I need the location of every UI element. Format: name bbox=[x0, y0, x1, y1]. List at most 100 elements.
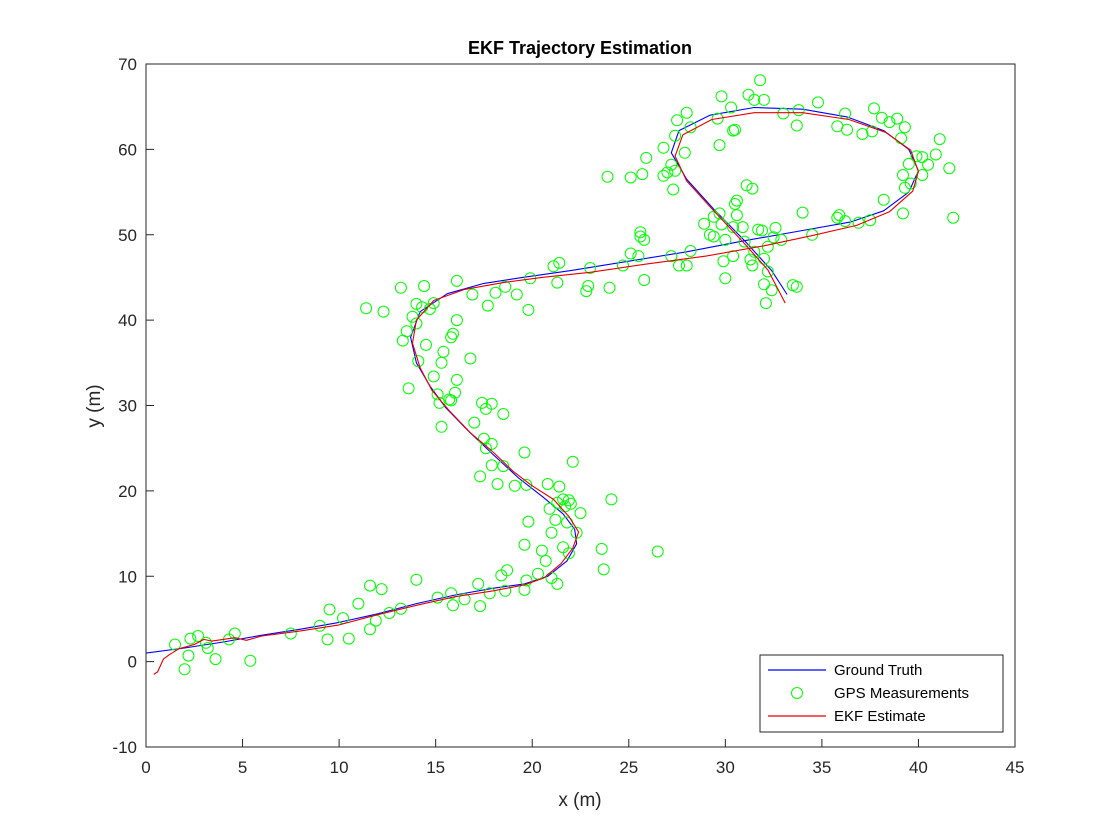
y-axis-label: y (m) bbox=[84, 384, 105, 427]
y-tick-label: 0 bbox=[128, 653, 137, 672]
gps-measurements-point bbox=[730, 209, 743, 222]
gps-measurements-point bbox=[481, 299, 494, 312]
gps-measurements-point bbox=[551, 276, 564, 289]
gps-measurements-point bbox=[877, 193, 890, 206]
gps-measurements-point bbox=[839, 215, 852, 228]
gps-measurements-point bbox=[209, 653, 222, 666]
gps-measurements-point bbox=[883, 116, 896, 129]
gps-measurements-point bbox=[445, 331, 458, 344]
gps-measurements-point bbox=[352, 597, 365, 610]
gps-measurements-point bbox=[584, 262, 597, 274]
gps-measurements-point bbox=[489, 286, 502, 299]
gps-measurements-point bbox=[897, 207, 909, 220]
gps-measurements-point bbox=[562, 494, 575, 507]
y-tick-label: 20 bbox=[118, 482, 137, 501]
y-tick-label: 40 bbox=[118, 311, 137, 330]
gps-measurements-point bbox=[868, 102, 880, 115]
gps-measurements-point bbox=[640, 151, 653, 164]
gps-measurements-point bbox=[445, 587, 458, 600]
x-tick-label: 10 bbox=[330, 758, 349, 777]
gps-measurements-point bbox=[661, 166, 674, 179]
gps-measurements-point bbox=[727, 221, 740, 234]
gps-measurements-point bbox=[580, 285, 593, 298]
gps-measurements-point bbox=[450, 373, 463, 386]
gps-measurements-point bbox=[449, 386, 461, 399]
gps-measurements-point bbox=[192, 630, 205, 642]
gps-measurements-point bbox=[796, 206, 809, 219]
gps-measurements-point bbox=[284, 627, 297, 640]
gps-measurements-point bbox=[634, 226, 647, 239]
gps-measurements-point bbox=[777, 107, 790, 120]
gps-measurements-point bbox=[738, 235, 751, 248]
gps-measurements-point bbox=[479, 402, 492, 415]
gps-measurements-point bbox=[499, 280, 512, 293]
gps-measurements-point bbox=[447, 327, 459, 340]
gps-measurements-point bbox=[437, 345, 450, 358]
x-tick-label: 30 bbox=[716, 758, 735, 777]
gps-measurements-point bbox=[759, 297, 772, 310]
gps-measurements-point bbox=[412, 355, 425, 368]
gps-measurements-point bbox=[549, 513, 562, 526]
gps-measurements-point bbox=[551, 577, 564, 590]
gps-measurements-point bbox=[420, 338, 432, 351]
gps-measurements-point bbox=[767, 231, 780, 244]
gps-measurements-point bbox=[491, 478, 504, 490]
gps-measurements-point bbox=[364, 579, 376, 592]
gps-measurements-point bbox=[427, 370, 440, 383]
gps-measurements-point bbox=[541, 478, 554, 490]
gps-measurements-point bbox=[400, 325, 413, 338]
gps-measurements-point bbox=[169, 638, 181, 651]
gps-measurements-point bbox=[790, 119, 803, 132]
gps-measurements-point bbox=[684, 245, 697, 257]
gps-measurements-point bbox=[727, 250, 740, 263]
x-tick-label: 0 bbox=[141, 758, 150, 777]
gps-measurements-point bbox=[501, 564, 514, 577]
gps-measurements-point bbox=[657, 169, 670, 182]
gps-measurements-point bbox=[719, 272, 732, 285]
gps-measurements-point bbox=[665, 250, 678, 263]
gps-measurements-point bbox=[201, 642, 214, 654]
legend-swatch-gps-measurements bbox=[791, 687, 803, 699]
gps-measurements-point bbox=[364, 623, 376, 636]
y-tick-label: 50 bbox=[118, 226, 137, 245]
gps-measurements-point bbox=[891, 112, 904, 125]
gps-measurements-point bbox=[597, 563, 610, 576]
gps-measurements-point bbox=[510, 288, 523, 301]
gps-measurements-point bbox=[342, 632, 355, 645]
gps-measurements-point bbox=[522, 303, 535, 316]
gps-measurements-point bbox=[450, 314, 463, 327]
gps-measurements-point bbox=[553, 256, 566, 269]
gps-measurements-point bbox=[499, 584, 512, 597]
gps-measurements-point bbox=[410, 573, 423, 586]
gps-measurements-point bbox=[520, 574, 533, 587]
gps-measurements-point bbox=[916, 151, 929, 164]
gps-measurements-point bbox=[711, 112, 724, 125]
x-tick-label: 25 bbox=[619, 758, 638, 777]
gps-measurements-point bbox=[199, 636, 212, 649]
y-tick-label: 60 bbox=[118, 140, 137, 159]
gps-measurements-point bbox=[707, 230, 720, 243]
gps-measurements-point bbox=[698, 217, 711, 230]
gps-measurements-point bbox=[418, 280, 431, 292]
x-tick-label: 40 bbox=[909, 758, 928, 777]
gps-measurements-point bbox=[564, 497, 577, 510]
gps-measurements-point bbox=[508, 479, 521, 492]
gps-measurements-point bbox=[684, 121, 697, 134]
gps-measurements-point bbox=[910, 150, 923, 163]
gps-measurements-point bbox=[518, 538, 531, 551]
gps-measurements-point bbox=[729, 123, 741, 136]
x-tick-label: 20 bbox=[523, 758, 542, 777]
gps-measurements-point bbox=[740, 179, 753, 192]
gps-measurements-point bbox=[680, 106, 693, 119]
gps-measurements-point bbox=[775, 233, 788, 246]
gps-measurements-point bbox=[866, 125, 879, 138]
gps-measurements-point bbox=[476, 396, 488, 409]
gps-measurements-point bbox=[431, 591, 444, 604]
gps-measurements-point bbox=[758, 93, 770, 106]
gps-measurements-point bbox=[435, 420, 448, 433]
gps-measurements-point bbox=[539, 554, 552, 567]
gps-measurements-point bbox=[758, 278, 770, 291]
gps-measurements-point bbox=[719, 233, 732, 246]
gps-measurements-point bbox=[624, 247, 637, 260]
